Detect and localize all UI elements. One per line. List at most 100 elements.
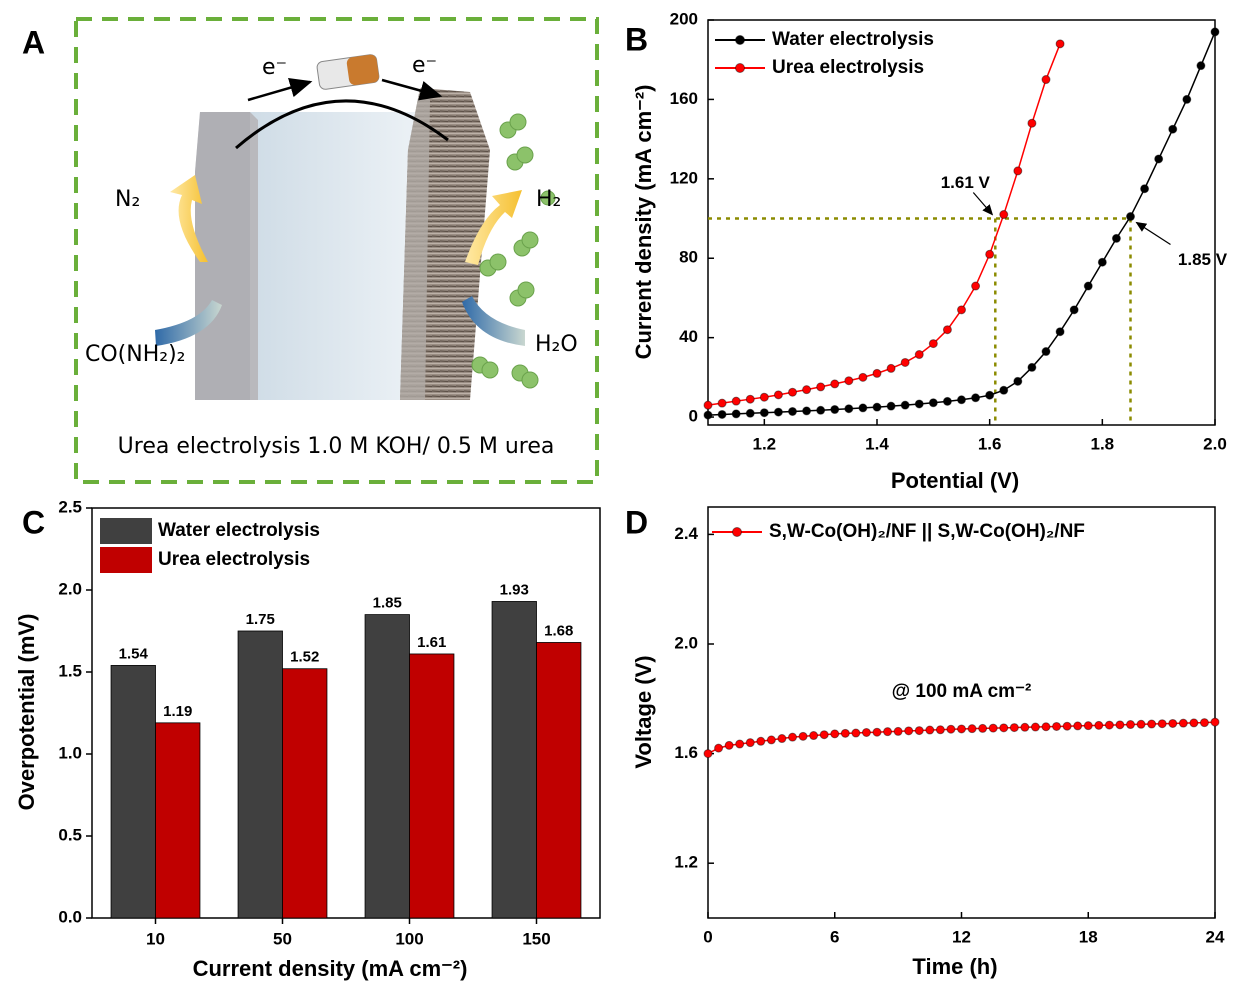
reactant-label: H₂O: [535, 332, 578, 357]
annotation-arrow: [1137, 223, 1171, 245]
data-point: [905, 727, 913, 735]
legend-marker: [733, 528, 742, 537]
data-point: [774, 408, 782, 416]
data-point: [1063, 722, 1071, 730]
data-point: [1031, 723, 1039, 731]
y-tick-label: 1.6: [674, 743, 698, 762]
x-tick-label: 1.4: [865, 434, 889, 453]
data-point: [901, 401, 909, 409]
legend-label: Water electrolysis: [158, 520, 320, 541]
data-point: [859, 373, 867, 381]
x-axis-label: Time (h): [912, 954, 997, 979]
data-point: [746, 409, 754, 417]
data-point: [1056, 328, 1064, 336]
value-label: 1.75: [246, 611, 275, 628]
data-point: [732, 397, 740, 405]
data-point: [1141, 185, 1149, 193]
x-tick-label: 100: [395, 929, 423, 948]
data-point: [789, 408, 797, 416]
data-point: [774, 391, 782, 399]
y-tick-label: 0.0: [58, 907, 82, 926]
data-point: [1190, 719, 1198, 727]
data-point: [767, 736, 775, 744]
data-point: [947, 725, 955, 733]
data-point: [894, 727, 902, 735]
data-point: [1000, 724, 1008, 732]
annotation: 1.85 V: [1178, 250, 1228, 269]
data-point: [1070, 306, 1078, 314]
data-point: [929, 340, 937, 348]
data-point: [725, 741, 733, 749]
data-point: [718, 399, 726, 407]
annotation-arrow: [973, 193, 992, 215]
reactant-label: CO(NH₂)₂: [85, 342, 185, 367]
data-point: [958, 725, 966, 733]
data-point: [972, 394, 980, 402]
y-tick-label: 2.0: [674, 633, 698, 652]
data-point: [1021, 723, 1029, 731]
data-point: [831, 380, 839, 388]
electron-arrow: [382, 80, 440, 96]
data-point: [1127, 721, 1135, 729]
series-line: [708, 44, 1060, 405]
value-label: 1.93: [500, 581, 529, 598]
data-point: [873, 369, 881, 377]
legend-label: Urea electrolysis: [772, 57, 924, 78]
data-point: [986, 391, 994, 399]
data-point: [799, 732, 807, 740]
data-point: [1148, 720, 1156, 728]
data-point: [789, 733, 797, 741]
x-tick-label: 18: [1079, 927, 1098, 946]
plot-frame: [708, 20, 1215, 425]
value-label: 1.61: [417, 634, 446, 651]
data-point: [972, 282, 980, 290]
y-tick-label: 80: [679, 248, 698, 267]
data-point: [926, 726, 934, 734]
y-tick-label: 0.5: [58, 825, 82, 844]
y-axis-label: Current density (mA cm⁻²): [631, 85, 656, 360]
data-point: [943, 326, 951, 334]
data-point: [915, 400, 923, 408]
data-point: [873, 403, 881, 411]
legend-swatch: [100, 518, 152, 544]
x-tick-label: 10: [146, 929, 165, 948]
y-tick-label: 2.4: [674, 524, 698, 543]
bar: [492, 601, 536, 918]
figure: e⁻ e⁻ N₂ H₂ CO(NH₂)₂ H₂O Urea electrolys…: [0, 0, 1233, 985]
data-point: [884, 728, 892, 736]
annotation: 1.61 V: [941, 173, 991, 192]
panel-label: C: [22, 504, 45, 540]
electron-label: e⁻: [262, 55, 287, 80]
data-point: [1053, 722, 1061, 730]
data-point: [1112, 234, 1120, 242]
data-point: [887, 402, 895, 410]
bar: [238, 631, 282, 918]
data-point: [1200, 719, 1208, 727]
data-point: [1211, 28, 1219, 36]
electron-label: e⁻: [412, 53, 437, 78]
legend-marker: [736, 64, 745, 73]
data-point: [1074, 722, 1082, 730]
data-point: [718, 410, 726, 418]
data-point: [746, 739, 754, 747]
value-label: 1.19: [163, 703, 192, 720]
data-point: [915, 351, 923, 359]
data-point: [817, 406, 825, 414]
data-point: [704, 411, 712, 419]
data-point: [859, 404, 867, 412]
x-tick-label: 0: [703, 927, 712, 946]
data-point: [1095, 721, 1103, 729]
data-point: [1169, 125, 1177, 133]
x-tick-label: 1.2: [753, 434, 777, 453]
gas-label: H₂: [536, 187, 561, 212]
bar: [111, 665, 155, 918]
data-point: [704, 401, 712, 409]
panel-label: B: [625, 21, 648, 57]
x-axis-label: Potential (V): [891, 468, 1019, 493]
data-point: [958, 306, 966, 314]
data-point: [1179, 719, 1187, 727]
data-point: [1000, 386, 1008, 394]
data-point: [1000, 211, 1008, 219]
legend-swatch: [100, 547, 152, 573]
data-point: [968, 725, 976, 733]
